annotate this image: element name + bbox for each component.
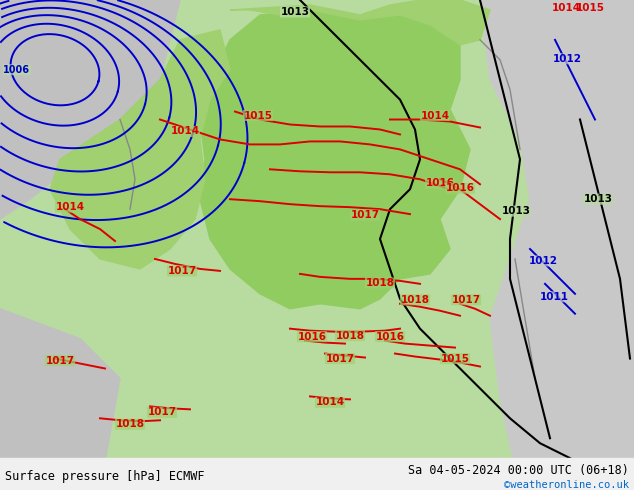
Bar: [0, 458, 634, 490]
Text: ©weatheronline.co.uk: ©weatheronline.co.uk: [504, 480, 629, 490]
Text: 1018: 1018: [365, 278, 394, 288]
Text: 1014: 1014: [55, 202, 84, 212]
Text: 1017: 1017: [325, 354, 354, 364]
Text: 1014: 1014: [420, 111, 450, 121]
Text: 1017: 1017: [46, 356, 75, 366]
Text: 1016: 1016: [446, 183, 474, 193]
Text: 1015: 1015: [243, 111, 273, 121]
Text: 1013: 1013: [583, 194, 612, 204]
Text: 1013: 1013: [280, 7, 309, 17]
Text: 1012: 1012: [552, 54, 581, 64]
Text: 1018: 1018: [335, 331, 365, 341]
Text: 1017: 1017: [451, 295, 481, 305]
Text: 1013: 1013: [501, 206, 531, 216]
Text: 1012: 1012: [529, 256, 557, 266]
Text: 1014: 1014: [316, 397, 344, 407]
Text: 1018: 1018: [115, 419, 145, 429]
Text: 1016: 1016: [375, 332, 404, 342]
Polygon shape: [200, 10, 470, 309]
Polygon shape: [230, 0, 490, 45]
Text: 1017: 1017: [351, 210, 380, 220]
Text: 1017: 1017: [148, 407, 176, 417]
Text: 1015: 1015: [441, 354, 470, 364]
Polygon shape: [480, 0, 634, 490]
Text: 1014: 1014: [171, 126, 200, 136]
Text: 1015: 1015: [576, 3, 604, 13]
Text: 1014: 1014: [552, 3, 581, 13]
Text: 1017: 1017: [167, 266, 197, 276]
Text: 1006: 1006: [3, 65, 30, 74]
Polygon shape: [50, 30, 230, 269]
Polygon shape: [0, 309, 120, 490]
Text: Surface pressure [hPa] ECMWF: Surface pressure [hPa] ECMWF: [5, 469, 205, 483]
Text: Sa 04-05-2024 00:00 UTC (06+18): Sa 04-05-2024 00:00 UTC (06+18): [408, 464, 629, 477]
Text: 1011: 1011: [540, 292, 569, 302]
Text: 1016: 1016: [425, 178, 455, 188]
Text: 1016: 1016: [297, 332, 327, 342]
Polygon shape: [0, 0, 180, 219]
Text: 1018: 1018: [401, 295, 429, 305]
